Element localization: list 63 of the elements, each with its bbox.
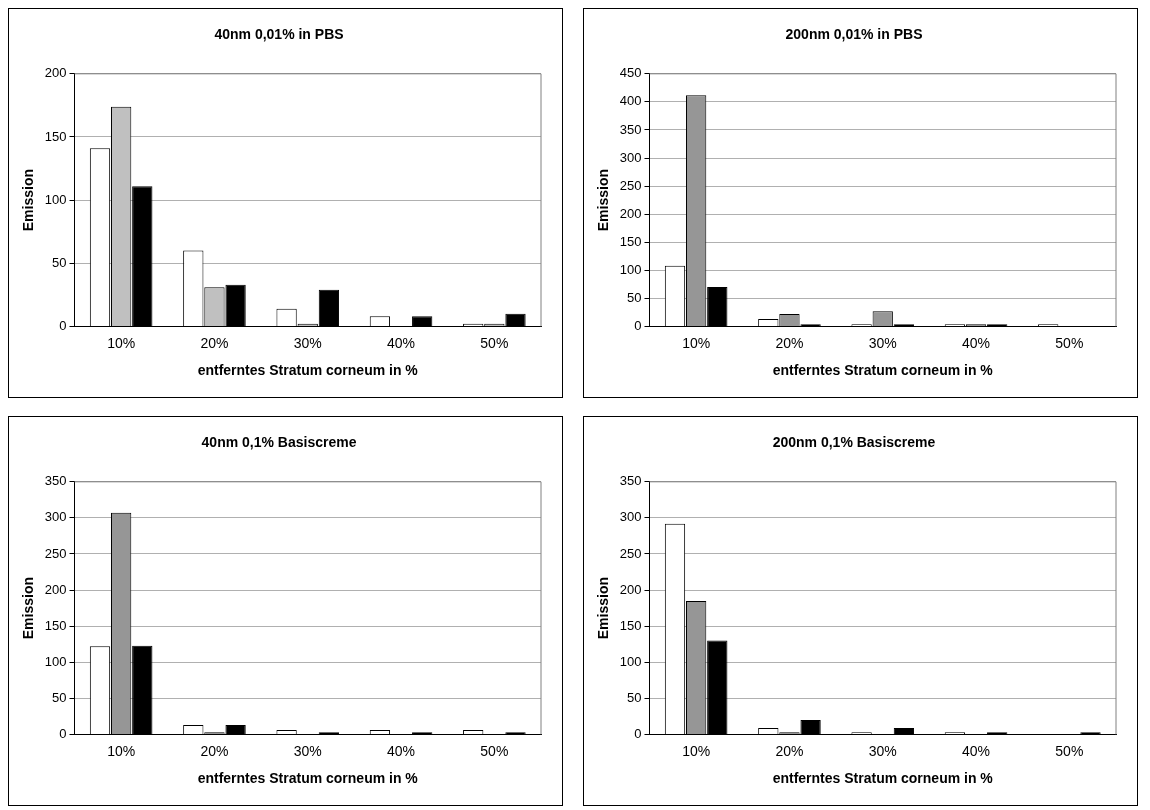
- y-tick-label: 150: [44, 617, 67, 633]
- y-tick-label: 50: [627, 689, 642, 705]
- y-axis-title: Emission: [595, 168, 612, 232]
- y-tick-label: 300: [619, 149, 642, 165]
- x-tick-label: 30%: [868, 742, 897, 759]
- x-tick-label: 50%: [1055, 334, 1084, 351]
- y-tick-label: 50: [627, 289, 642, 305]
- chart-title: 200nm 0,1% Basiscreme: [772, 434, 936, 451]
- y-tick-label: 100: [44, 191, 67, 207]
- x-tick-label: 10%: [682, 742, 711, 759]
- y-tick-label: 100: [619, 261, 642, 277]
- x-tick-label: 40%: [387, 334, 416, 351]
- y-tick-label: 150: [619, 233, 642, 249]
- chart-title: 40nm 0,1% Basiscreme: [201, 434, 357, 451]
- chart-title: 200nm 0,01% in PBS: [785, 26, 923, 43]
- y-tick-label: 200: [619, 205, 642, 221]
- y-tick-label: 450: [619, 65, 642, 81]
- x-tick-label: 50%: [480, 742, 509, 759]
- x-tick-label: 10%: [107, 742, 136, 759]
- y-tick-label: 150: [619, 617, 642, 633]
- y-tick-label: 100: [619, 653, 642, 669]
- y-tick-label: 250: [619, 177, 642, 193]
- x-tick-label: 20%: [775, 742, 804, 759]
- x-axis-title: entferntes Stratum corneum in %: [772, 770, 994, 787]
- y-axis-title: Emission: [20, 168, 37, 232]
- chart-title: 40nm 0,01% in PBS: [214, 26, 344, 43]
- y-tick-label: 150: [44, 128, 67, 144]
- y-tick-label: 250: [619, 545, 642, 561]
- x-tick-label: 40%: [962, 742, 991, 759]
- x-tick-label: 30%: [868, 334, 897, 351]
- x-tick-label: 30%: [293, 334, 322, 351]
- x-axis-title: entferntes Stratum corneum in %: [772, 362, 994, 379]
- y-tick-label: 400: [619, 93, 642, 109]
- x-tick-label: 40%: [387, 742, 416, 759]
- x-tick-label: 20%: [200, 334, 229, 351]
- y-tick-label: 300: [44, 509, 67, 525]
- y-tick-label: 0: [634, 725, 642, 741]
- y-tick-label: 0: [59, 317, 67, 333]
- y-tick-label: 350: [619, 473, 642, 489]
- x-axis-title: entferntes Stratum corneum in %: [197, 362, 419, 379]
- x-tick-label: 50%: [1055, 742, 1084, 759]
- y-axis-title: Emission: [20, 576, 37, 640]
- y-tick-label: 200: [44, 581, 67, 597]
- x-tick-label: 20%: [200, 742, 229, 759]
- x-tick-label: 10%: [107, 334, 136, 351]
- x-tick-label: 50%: [480, 334, 509, 351]
- y-tick-label: 50: [52, 254, 67, 270]
- x-tick-label: 20%: [775, 334, 804, 351]
- x-axis-title: entferntes Stratum corneum in %: [197, 770, 419, 787]
- y-tick-label: 250: [44, 545, 67, 561]
- y-tick-label: 300: [619, 509, 642, 525]
- y-tick-label: 0: [634, 317, 642, 333]
- y-tick-label: 350: [44, 473, 67, 489]
- x-tick-label: 40%: [962, 334, 991, 351]
- y-tick-label: 100: [44, 653, 67, 669]
- x-tick-label: 10%: [682, 334, 711, 351]
- x-tick-label: 30%: [293, 742, 322, 759]
- y-tick-label: 50: [52, 689, 67, 705]
- y-tick-label: 200: [44, 65, 67, 81]
- y-tick-label: 200: [619, 581, 642, 597]
- y-axis-title: Emission: [595, 576, 612, 640]
- y-tick-label: 350: [619, 121, 642, 137]
- y-tick-label: 0: [59, 725, 67, 741]
